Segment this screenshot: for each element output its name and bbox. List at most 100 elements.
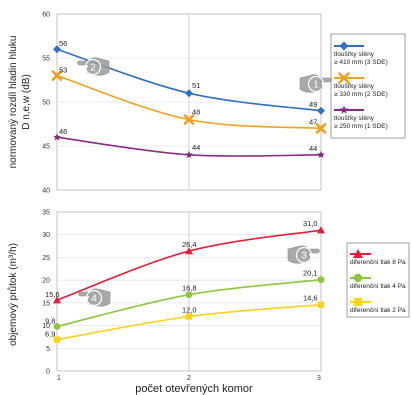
callout-number: 3	[301, 251, 307, 262]
legend-marker	[353, 273, 363, 283]
y-tick-label: 20	[42, 278, 50, 285]
legend-label: diferenční tlak 4 Pa	[350, 283, 406, 290]
data-point-b	[315, 123, 327, 134]
x-tick-label: 2	[187, 375, 191, 382]
data-label: 9,8	[45, 316, 55, 325]
callout-ring	[84, 58, 102, 76]
series-1-3: 46 44 44	[53, 127, 325, 159]
data-point-b	[183, 114, 195, 125]
y-tick-label: 5	[46, 346, 50, 353]
data-point-b	[51, 70, 63, 81]
hand-shape	[299, 74, 332, 93]
hand-pointer-icon: 2	[77, 57, 110, 76]
legend-marker	[353, 249, 363, 258]
data-label: 49	[309, 100, 317, 109]
data-point	[183, 114, 195, 125]
data-label: 48	[192, 108, 200, 117]
x-axis-label: počet otevřených komor	[135, 383, 253, 395]
y-tick-label: 55	[42, 56, 50, 63]
chart-panel-1: 40 45 50 55 60 56 51 49 53 48 47 46 44 44 tloušťky stě…	[8, 12, 406, 195]
legend-marker	[354, 298, 362, 306]
legend: tloušťky stěny≥ 410 mm (3 SDE)tloušťky s…	[330, 33, 406, 139]
data-point	[53, 45, 61, 54]
legend-label: tloušťky stěny	[334, 51, 375, 58]
data-label: 12,0	[182, 305, 197, 314]
y-tick-label: 30	[42, 232, 50, 239]
data-point	[53, 323, 61, 330]
legend-marker	[338, 72, 350, 84]
legend-label: tloušťky stěny	[334, 83, 375, 90]
legend-label: ≥ 410 mm (3 SDE)	[334, 59, 388, 66]
y-axis-label: objemový průtok (m³/h)	[7, 243, 19, 346]
data-point	[185, 291, 193, 299]
y-tick-label: 40	[42, 188, 50, 195]
x-tick-label: 1	[57, 375, 61, 382]
legend-item: diferenční tlak 2 Pa	[350, 298, 406, 314]
series-2-3: 6,9 12,0 14,6	[45, 294, 325, 343]
legend-item: tloušťky stěny≥ 330 mm (2 SDE)	[334, 72, 388, 98]
hand-shape	[287, 245, 320, 264]
series-2-1: 15,6 26,4 31,0	[45, 219, 325, 304]
data-label: 53	[59, 66, 67, 75]
data-point	[317, 106, 325, 115]
legend-label: ≥ 330 mm (2 SDE)	[334, 91, 388, 98]
legend-marker-b	[338, 72, 350, 84]
y-tick-label: 25	[42, 255, 50, 262]
callout-ring	[85, 289, 103, 307]
legend-item: tloušťky stěny≥ 410 mm (3 SDE)	[334, 41, 388, 66]
data-point	[185, 89, 193, 98]
y-tick-label: 0	[46, 369, 50, 376]
legend-label: diferenční tlak 2 Pa	[350, 307, 406, 314]
data-point	[315, 123, 327, 134]
series-1-1: 56 51 49	[53, 39, 325, 115]
series-1-2: 53 48 47	[51, 66, 327, 134]
data-label: 47	[309, 117, 317, 126]
y-axis-label: D n,e,w (dB)	[21, 74, 32, 130]
callout-number: 1	[313, 80, 319, 91]
y-tick-label: 35	[42, 210, 50, 217]
data-point	[317, 276, 325, 284]
callout-ring	[307, 75, 325, 93]
y-tick-label: 50	[42, 100, 50, 107]
data-label: 6,9	[45, 330, 55, 339]
y-tick-label: 45	[42, 144, 50, 151]
y-tick-label: 10	[42, 323, 50, 330]
callout-ring	[295, 246, 313, 264]
legend-item: diferenční tlak 4 Pa	[350, 273, 406, 290]
y-tick-label: 60	[42, 12, 50, 19]
data-point	[317, 150, 325, 159]
legend-label: tloušťky stěny	[334, 115, 375, 122]
legend-item: tloušťky stěny≥ 250 mm (1 SDE)	[334, 105, 388, 130]
hand-pointer-icon: 4	[78, 288, 111, 307]
y-axis-label: normovaný rozdíl hladin hluku	[8, 36, 19, 169]
data-point	[317, 226, 325, 234]
data-label: 26,4	[182, 240, 197, 249]
data-label: 20,1	[303, 269, 318, 278]
y-tick-label: 15	[42, 300, 50, 307]
data-label: 15,6	[45, 290, 60, 299]
legend-item: diferenční tlak 8 Pa	[350, 249, 406, 266]
data-point	[317, 301, 325, 308]
data-label: 44	[192, 143, 200, 152]
hand-pointer-icon: 1	[299, 74, 332, 93]
data-point	[53, 336, 61, 343]
data-point	[53, 133, 61, 141]
data-label: 56	[59, 39, 67, 48]
data-label: 31,0	[303, 219, 318, 228]
hand-shape	[77, 57, 110, 76]
legend: diferenční tlak 8 Pa diferenční tlak 4 Pa…	[346, 242, 410, 318]
data-label: 16,8	[182, 284, 197, 293]
hand-shape	[78, 288, 111, 307]
data-label: 46	[59, 127, 67, 136]
series-2-2: 9,8 16,8 20,1	[45, 269, 325, 330]
data-point	[51, 70, 63, 81]
data-label: 14,6	[303, 294, 318, 303]
legend-frame	[330, 33, 406, 139]
legend-label: ≥ 250 mm (1 SDE)	[334, 123, 388, 130]
legend-marker	[339, 105, 349, 114]
data-point	[185, 150, 193, 159]
data-point	[185, 313, 193, 320]
hand-pointer-icon: 3	[287, 245, 320, 264]
